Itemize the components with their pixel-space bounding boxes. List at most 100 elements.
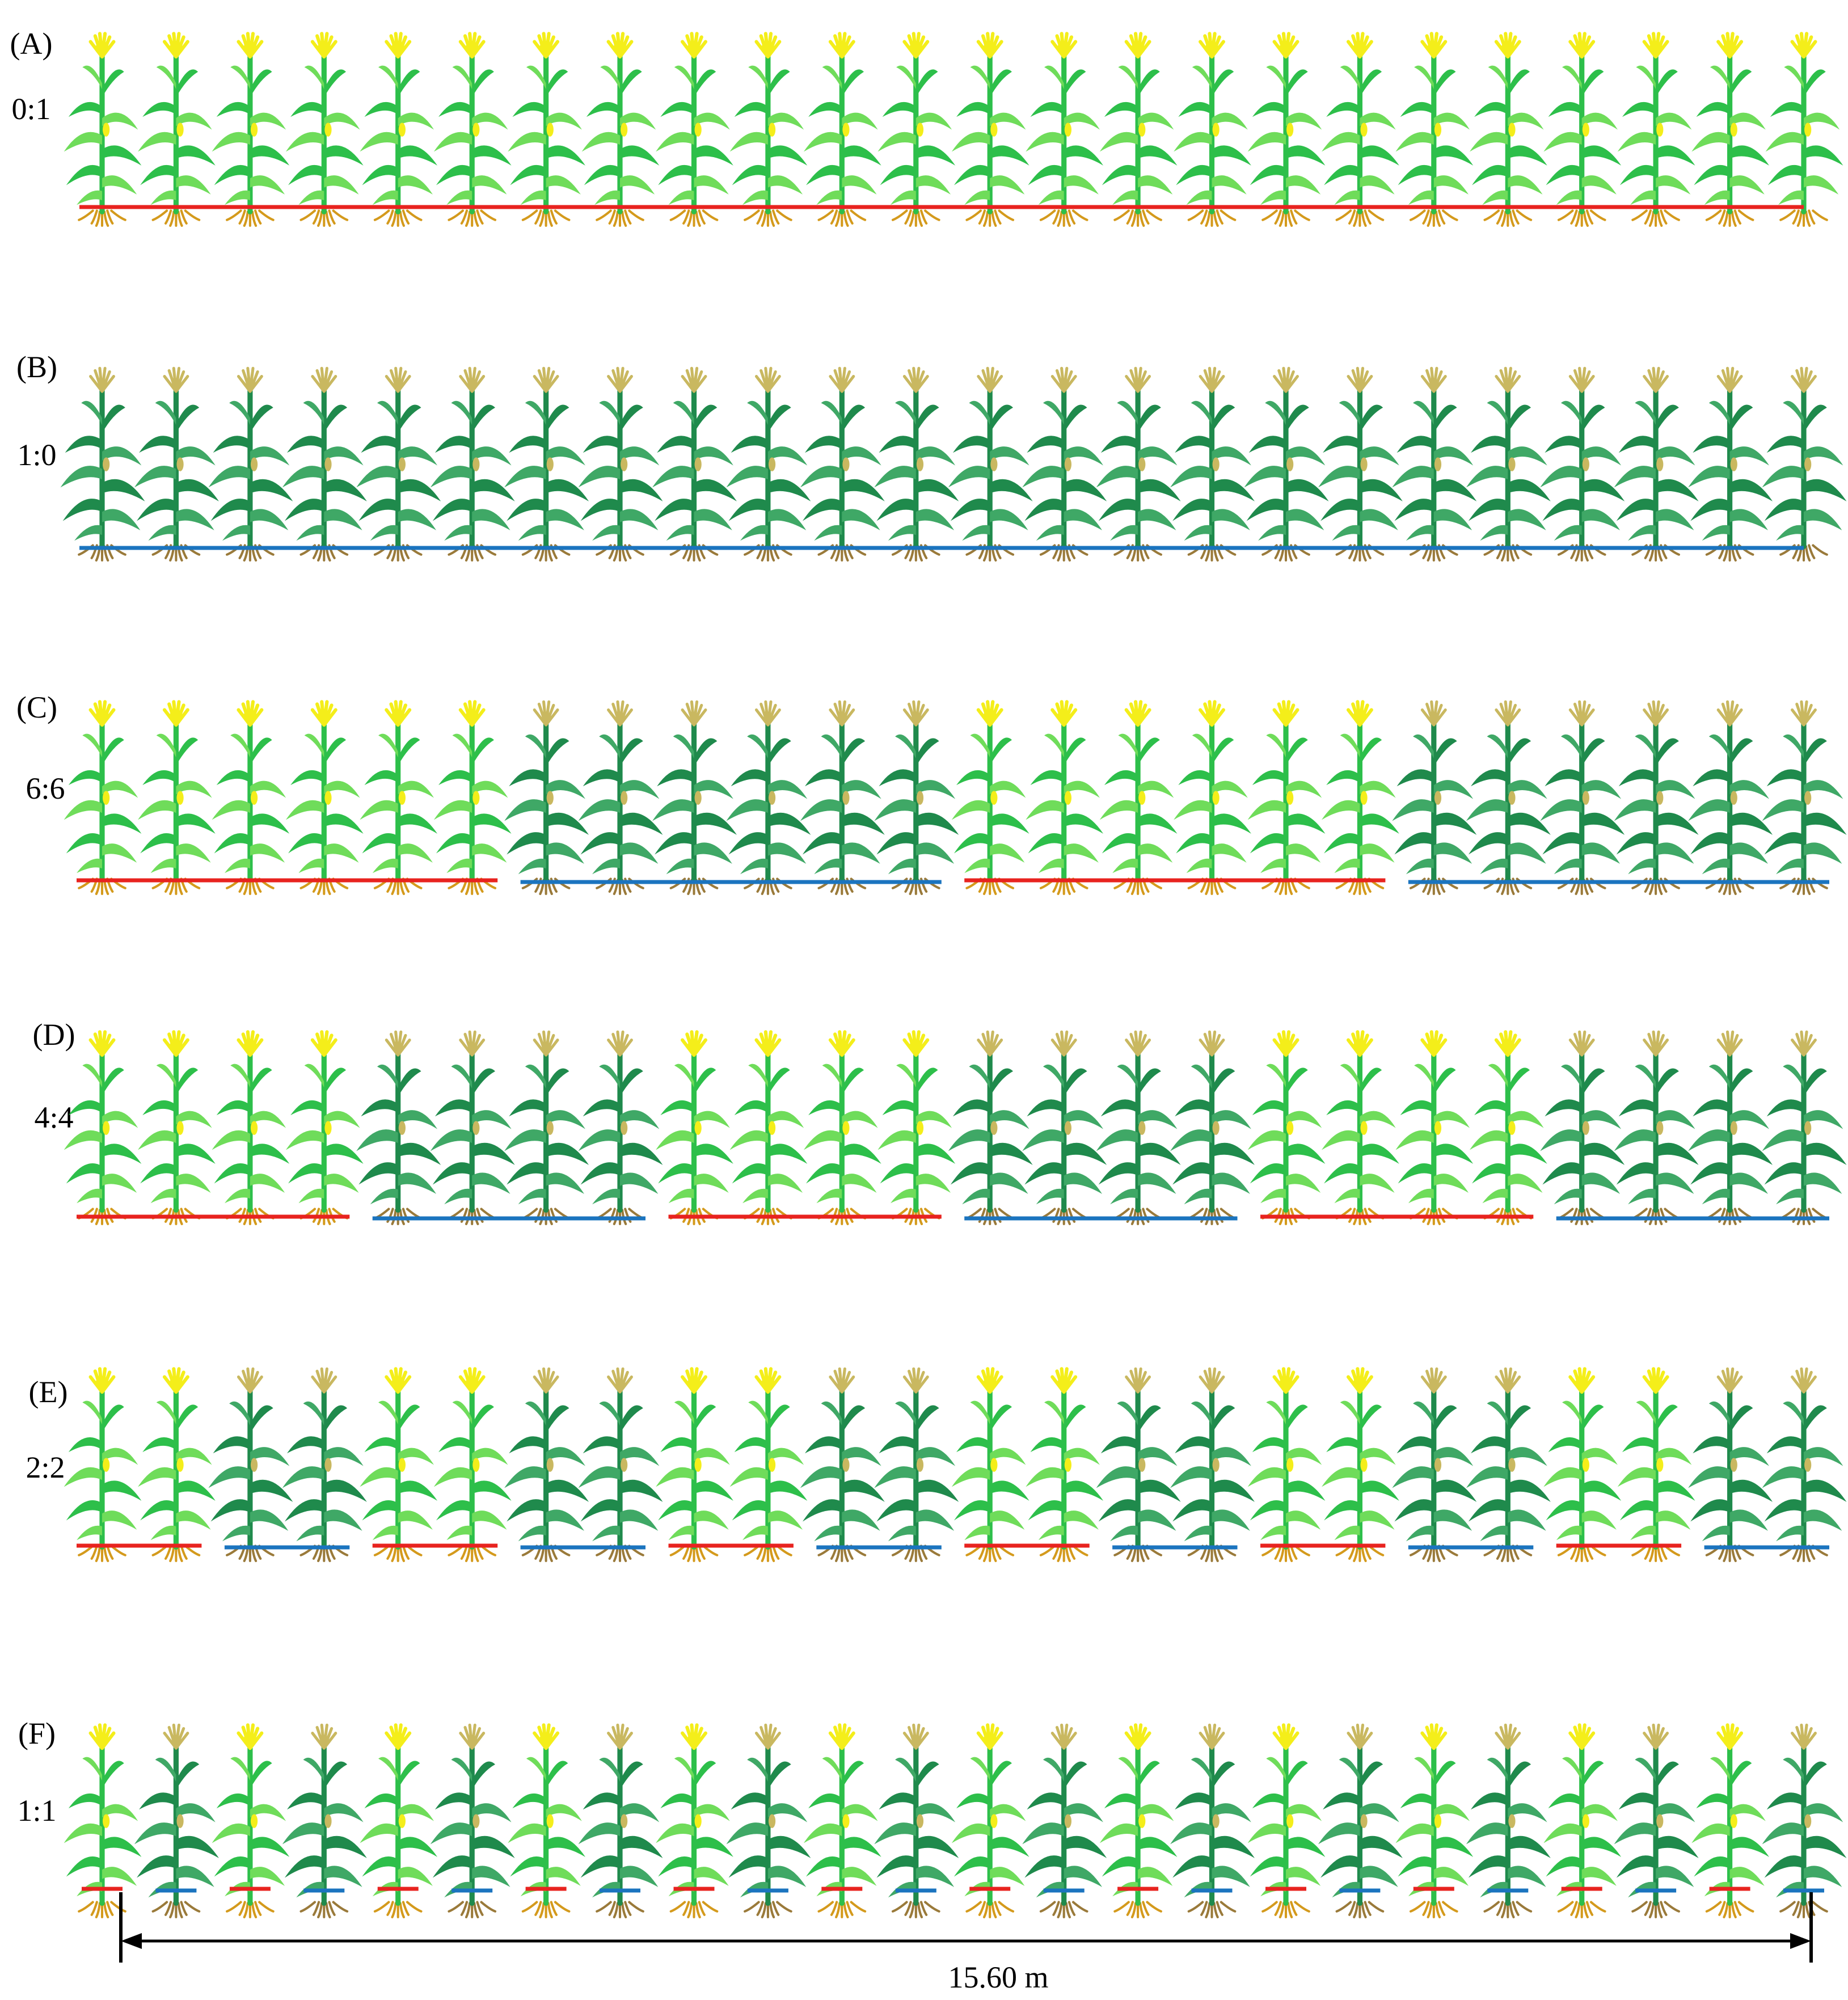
plant-variety-2-icon [1170, 368, 1255, 560]
plant-variety-2-icon [356, 1032, 441, 1224]
plant-variety-2-icon [1170, 1032, 1255, 1224]
plant-variety-1-icon [730, 1032, 808, 1224]
plant-variety-2-icon [874, 1725, 959, 1917]
plant-variety-1-icon [434, 1369, 512, 1561]
panel-letter: (E) [29, 1375, 68, 1409]
plant-variety-1-icon [877, 1032, 955, 1224]
plant-variety-2-icon [504, 702, 589, 894]
panel-letter: (B) [16, 350, 57, 384]
plant-variety-2-icon [1614, 1725, 1699, 1917]
plant-variety-1-icon [508, 33, 585, 226]
plant-variety-2-icon [1318, 1725, 1403, 1917]
plant-variety-1-icon [434, 702, 512, 894]
plant-variety-1-icon [1248, 33, 1326, 226]
plant-variety-2-icon [948, 1032, 1033, 1224]
plant-variety-2-icon [1022, 1032, 1107, 1224]
plant-variety-2-icon [1466, 368, 1551, 560]
plant-variety-1-icon [138, 1369, 216, 1561]
plant-variety-1-icon [952, 33, 1030, 226]
plant-variety-1-icon [1248, 1032, 1326, 1224]
plant-variety-1-icon [1691, 33, 1769, 226]
plant-variety-1-icon [1174, 33, 1251, 226]
plant-variety-2-icon [1688, 1032, 1773, 1224]
panel-d: (D) 4:4 [33, 1018, 1847, 1224]
plant-variety-2-icon [1096, 368, 1181, 560]
plant-variety-1-icon [1248, 1369, 1326, 1561]
plant-variety-1-icon [952, 702, 1030, 894]
plant-variety-1-icon [1026, 33, 1103, 226]
plant-variety-1-icon [212, 1032, 290, 1224]
panel-ratio-label: 6:6 [26, 771, 65, 805]
plant-variety-2-icon [1392, 1369, 1476, 1561]
plant-variety-2-icon [1022, 1725, 1107, 1917]
plant-variety-2-icon [579, 1725, 663, 1917]
plant-variety-2-icon [1614, 702, 1699, 894]
panel-ratio-label: 1:0 [17, 438, 56, 472]
plant-variety-1-icon [64, 702, 142, 894]
plant-variety-2-icon [1466, 1369, 1551, 1561]
panel-f: (F) 1:1 [17, 1716, 1846, 1917]
plant-variety-1-icon [1395, 1032, 1473, 1224]
plant-variety-2-icon [1318, 368, 1403, 560]
plant-variety-1-icon [1395, 33, 1473, 226]
plant-variety-2-icon [1244, 368, 1329, 560]
plant-variety-2-icon [208, 368, 293, 560]
scale-bar: 15.60 m [119, 1892, 1813, 1994]
plant-variety-1-icon [360, 33, 437, 226]
plant-variety-2-icon [504, 368, 589, 560]
plant-variety-1-icon [360, 1369, 437, 1561]
plant-variety-1-icon [360, 702, 437, 894]
plant-variety-1-icon [1100, 33, 1178, 226]
plant-variety-2-icon [282, 368, 367, 560]
plant-variety-2-icon [1466, 702, 1551, 894]
plant-variety-1-icon [286, 1032, 364, 1224]
plant-variety-1-icon [64, 1032, 142, 1224]
plant-variety-2-icon [874, 368, 959, 560]
plant-variety-2-icon [1762, 1369, 1847, 1561]
panel-b: (B) 1:0 [16, 350, 1846, 560]
plant-variety-2-icon [1614, 1032, 1699, 1224]
panel-ratio-label: 2:2 [26, 1450, 65, 1484]
plant-variety-1-icon [730, 1369, 808, 1561]
plant-variety-1-icon [212, 33, 290, 226]
panel-e: (E) 2:2 [26, 1369, 1846, 1561]
plant-variety-2-icon [652, 368, 737, 560]
plant-variety-1-icon [138, 1032, 216, 1224]
plant-variety-2-icon [1540, 702, 1625, 894]
plant-variety-1-icon [1470, 1032, 1547, 1224]
plant-variety-2-icon [726, 1725, 811, 1917]
plant-variety-2-icon [579, 368, 663, 560]
plant-variety-2-icon [134, 368, 219, 560]
plant-variety-1-icon [286, 33, 364, 226]
panel-ratio-label: 4:4 [34, 1100, 73, 1134]
plant-variety-2-icon [61, 368, 145, 560]
scale-bar-label: 15.60 m [948, 1960, 1048, 1994]
panel-letter: (A) [10, 27, 53, 61]
plant-variety-1-icon [1026, 702, 1103, 894]
plant-variety-2-icon [1466, 1725, 1551, 1917]
plant-variety-1-icon [1322, 702, 1399, 894]
plant-variety-1-icon [1174, 702, 1251, 894]
plant-variety-2-icon [1762, 702, 1847, 894]
plant-variety-2-icon [208, 1369, 293, 1561]
plant-variety-2-icon [948, 368, 1033, 560]
plant-variety-1-icon [1618, 1369, 1695, 1561]
plant-variety-1-icon [1322, 33, 1399, 226]
plant-variety-1-icon [138, 33, 216, 226]
plant-variety-1-icon [138, 702, 216, 894]
plant-variety-1-icon [1248, 702, 1326, 894]
plant-variety-2-icon [1762, 1032, 1847, 1224]
plant-variety-1-icon [656, 1369, 733, 1561]
plant-variety-2-icon [1762, 368, 1847, 560]
plant-variety-2-icon [800, 368, 885, 560]
plant-variety-1-icon [286, 702, 364, 894]
plant-variety-2-icon [1022, 368, 1107, 560]
plant-variety-1-icon [434, 33, 512, 226]
plant-variety-2-icon [579, 1369, 663, 1561]
plant-variety-2-icon [504, 1369, 589, 1561]
panel-c: (C) 6:6 [16, 690, 1846, 894]
plant-variety-2-icon [1392, 368, 1476, 560]
plant-variety-2-icon [1688, 368, 1773, 560]
plant-variety-2-icon [1614, 368, 1699, 560]
